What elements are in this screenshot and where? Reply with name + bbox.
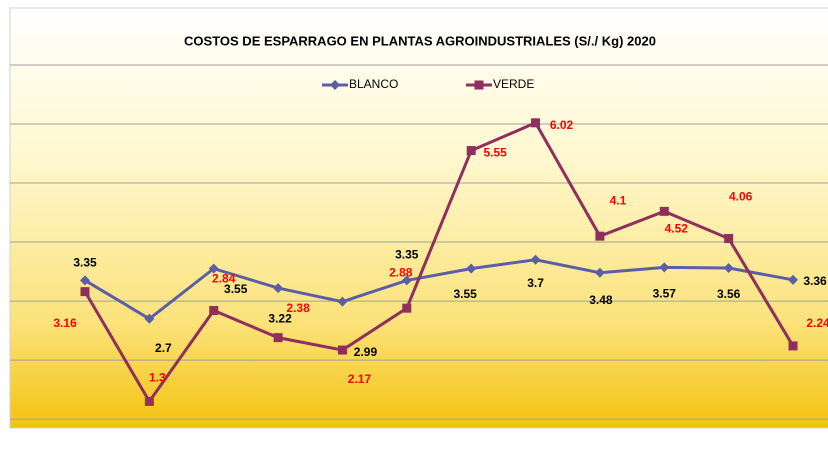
data-label: 4.06 bbox=[729, 190, 753, 204]
point bbox=[724, 234, 734, 244]
legend-marker bbox=[474, 80, 484, 90]
point bbox=[80, 275, 90, 286]
point bbox=[788, 341, 798, 351]
data-label: 4.1 bbox=[610, 193, 627, 207]
data-label: 2.38 bbox=[286, 301, 310, 315]
data-label: 2.99 bbox=[354, 345, 378, 359]
point bbox=[401, 275, 412, 286]
data-label: 3.36 bbox=[803, 274, 827, 288]
data-label: 3.56 bbox=[717, 287, 741, 301]
data-label: 2.24 bbox=[806, 316, 828, 330]
series-line bbox=[83, 120, 795, 405]
data-label: 1.3 bbox=[149, 371, 166, 385]
data-label: 2.7 bbox=[155, 341, 172, 355]
point bbox=[402, 303, 412, 313]
data-label: 3.48 bbox=[589, 293, 613, 307]
data-label: 3.35 bbox=[395, 248, 419, 262]
data-label: 3.57 bbox=[653, 287, 677, 301]
point bbox=[594, 267, 605, 278]
point bbox=[273, 283, 284, 294]
point bbox=[466, 263, 477, 274]
point bbox=[466, 146, 476, 156]
point bbox=[788, 274, 798, 285]
data-label: 3.55 bbox=[454, 287, 478, 301]
point bbox=[531, 118, 541, 128]
legend-label: VERDE bbox=[493, 77, 534, 91]
data-label: 6.02 bbox=[550, 118, 574, 132]
point bbox=[80, 287, 90, 297]
point bbox=[530, 254, 541, 265]
point bbox=[273, 333, 283, 343]
data-label: 2.84 bbox=[212, 272, 236, 286]
data-label: 3.7 bbox=[527, 276, 544, 290]
point bbox=[723, 263, 734, 274]
point bbox=[144, 313, 155, 324]
data-label: 4.52 bbox=[665, 222, 689, 236]
data-label: 2.88 bbox=[389, 265, 413, 279]
point bbox=[659, 206, 669, 216]
point bbox=[144, 396, 154, 406]
data-label: 2.17 bbox=[348, 372, 372, 386]
legend-label: BLANCO bbox=[349, 77, 398, 91]
chart-title: COSTOS DE ESPARRAGO EN PLANTAS AGROINDUS… bbox=[184, 33, 656, 48]
point bbox=[209, 306, 219, 316]
data-label: 5.55 bbox=[484, 146, 508, 160]
data-label: 3.16 bbox=[53, 316, 77, 330]
plot-background bbox=[9, 7, 828, 429]
point bbox=[337, 345, 347, 355]
data-label: 3.55 bbox=[224, 282, 248, 296]
point bbox=[659, 262, 670, 273]
point bbox=[208, 263, 219, 274]
data-label: 3.22 bbox=[268, 311, 292, 325]
data-label: 3.35 bbox=[73, 256, 97, 270]
series-line bbox=[84, 258, 794, 321]
point bbox=[337, 296, 348, 307]
legend-marker bbox=[330, 80, 340, 90]
point bbox=[595, 231, 605, 241]
